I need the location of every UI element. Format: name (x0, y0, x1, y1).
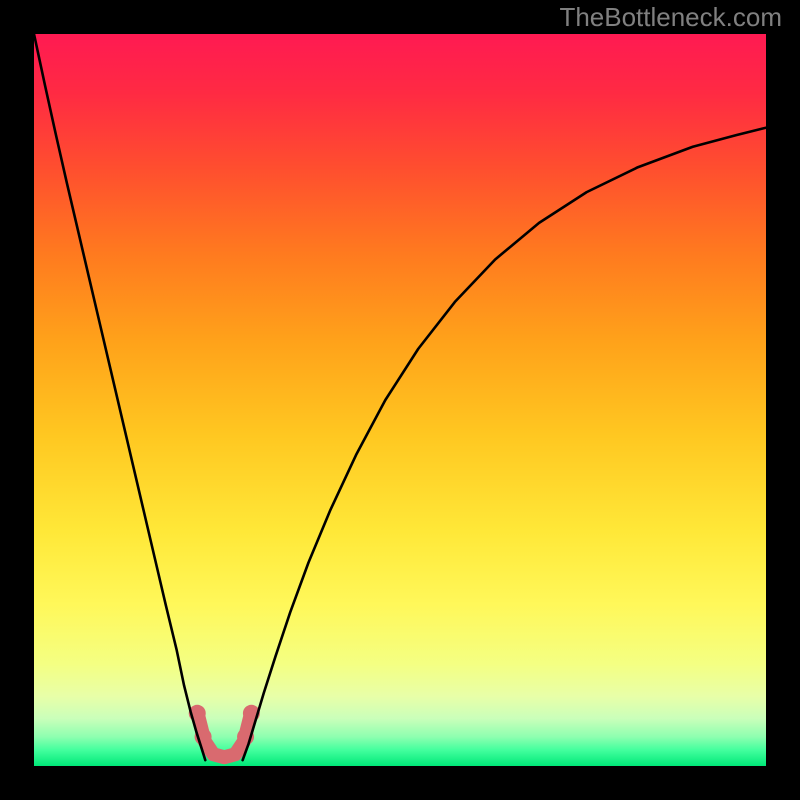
plot-area (34, 34, 766, 766)
watermark-text: TheBottleneck.com (559, 2, 782, 33)
plot-svg (34, 34, 766, 766)
gradient-background (34, 34, 766, 766)
